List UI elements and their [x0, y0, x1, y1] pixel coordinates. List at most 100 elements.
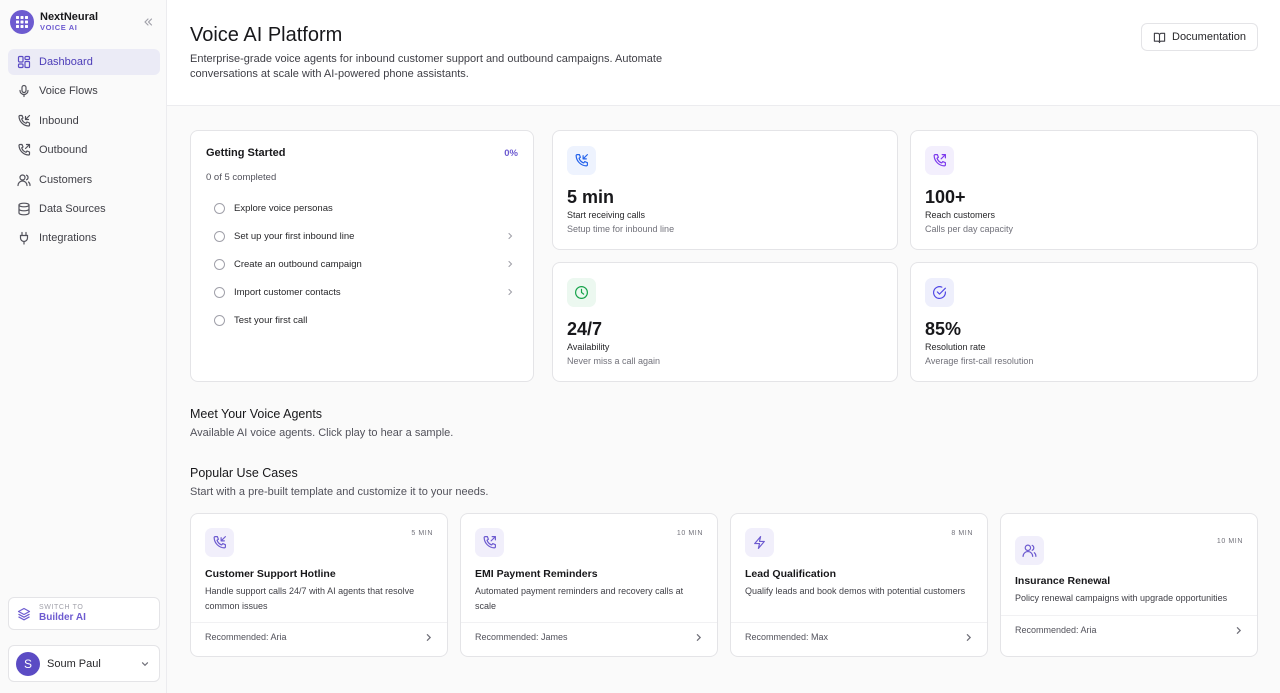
- checkbox-circle-icon: [214, 286, 225, 298]
- grid-logo-icon: [10, 10, 34, 34]
- switch-target: Builder AI: [39, 612, 86, 623]
- sidebar-item-label: Customers: [39, 173, 93, 186]
- main-content: Voice AI Platform Enterprise-grade voice…: [167, 0, 1280, 693]
- book-icon: [1153, 31, 1166, 44]
- sidebar-item-voice-flows[interactable]: Voice Flows: [8, 78, 160, 104]
- getting-started-percent: 0%: [504, 148, 518, 159]
- checklist: Explore voice personas Set up your first…: [214, 194, 514, 334]
- phone-incoming-icon: [205, 528, 234, 557]
- plug-icon: [17, 231, 31, 245]
- checkbox-circle-icon: [214, 202, 225, 214]
- duration-badge: 8 MIN: [951, 530, 973, 537]
- chevron-right-icon: [424, 633, 433, 642]
- duration-badge: 10 MIN: [676, 530, 703, 537]
- stat-label: Start receiving calls: [567, 210, 646, 220]
- checklist-item[interactable]: Create an outbound campaign: [214, 250, 514, 278]
- checklist-item[interactable]: Explore voice personas: [214, 194, 514, 222]
- checklist-item-label: Explore voice personas: [234, 202, 333, 214]
- divider: [461, 622, 717, 623]
- stat-value: 100+: [925, 187, 966, 207]
- page-description: Enterprise-grade voice agents for inboun…: [190, 53, 663, 80]
- sidebar-item-outbound[interactable]: Outbound: [8, 137, 160, 163]
- recommended-agent: Recommended: Aria: [1015, 625, 1097, 635]
- checkbox-circle-icon: [214, 314, 225, 326]
- use-case-title: EMI Payment Reminders: [475, 568, 598, 580]
- check-circle-icon: [925, 278, 954, 307]
- collapse-sidebar-icon[interactable]: [141, 15, 155, 29]
- use-case-card[interactable]: 10 MIN Insurance Renewal Policy renewal …: [1000, 513, 1258, 657]
- chevron-right-icon: [506, 232, 514, 240]
- database-icon: [17, 202, 31, 216]
- stat-card-capacity: 100+ Reach customers Calls per day capac…: [910, 130, 1258, 250]
- stat-subtext: Calls per day capacity: [925, 224, 1014, 234]
- stat-card-setup-time: 5 min Start receiving calls Setup time f…: [552, 130, 898, 250]
- mic-icon: [17, 84, 31, 98]
- divider: [191, 622, 447, 623]
- brand-subtitle: VOICE AI: [40, 23, 78, 32]
- getting-started-card: Getting Started 0% 0 of 5 completed Expl…: [190, 130, 534, 382]
- sidebar-nav: Dashboard Voice Flows Inbound Outbound C…: [8, 49, 160, 255]
- getting-started-progress: 0 of 5 completed: [206, 172, 277, 183]
- checkbox-circle-icon: [214, 230, 225, 242]
- sidebar-item-dashboard[interactable]: Dashboard: [8, 49, 160, 75]
- section-title-agents: Meet Your Voice Agents: [190, 407, 323, 421]
- sidebar-item-label: Voice Flows: [39, 85, 98, 98]
- stat-subtext: Never miss a call again: [567, 356, 661, 366]
- getting-started-title: Getting Started: [206, 147, 286, 159]
- avatar: S: [16, 651, 40, 676]
- sidebar-item-label: Inbound: [39, 114, 79, 127]
- stat-card-availability: 24/7 Availability Never miss a call agai…: [552, 262, 898, 382]
- section-subtitle-agents: Available AI voice agents. Click play to…: [190, 427, 454, 439]
- use-case-title: Customer Support Hotline: [205, 568, 336, 580]
- checklist-item[interactable]: Set up your first inbound line: [214, 222, 514, 250]
- checklist-item[interactable]: Test your first call: [214, 306, 514, 334]
- section-title-use-cases: Popular Use Cases: [190, 466, 298, 480]
- stat-label: Availability: [567, 342, 610, 352]
- use-case-description: Policy renewal campaigns with upgrade op…: [1015, 593, 1228, 603]
- duration-badge: 10 MIN: [1216, 538, 1243, 545]
- grid-icon: [17, 55, 31, 69]
- switch-product-button[interactable]: SWITCH TO Builder AI: [8, 597, 160, 630]
- phone-incoming-icon: [17, 114, 31, 128]
- chevron-down-icon: [139, 658, 151, 670]
- sidebar-item-label: Integrations: [39, 232, 97, 245]
- sidebar-item-inbound[interactable]: Inbound: [8, 108, 160, 134]
- user-menu[interactable]: S Soum Paul: [8, 645, 160, 682]
- sidebar-item-data-sources[interactable]: Data Sources: [8, 196, 160, 222]
- sidebar-item-customers[interactable]: Customers: [8, 167, 160, 193]
- use-case-card[interactable]: 8 MIN Lead Qualification Qualify leads a…: [730, 513, 988, 657]
- brand[interactable]: NextNeural VOICE AI: [10, 10, 98, 34]
- sidebar-item-integrations[interactable]: Integrations: [8, 225, 160, 251]
- checklist-item-label: Set up your first inbound line: [234, 230, 355, 242]
- use-case-card[interactable]: 5 MIN Customer Support Hotline Handle su…: [190, 513, 448, 657]
- user-name: Soum Paul: [47, 657, 101, 670]
- checkbox-circle-icon: [214, 258, 225, 270]
- use-case-description: Qualify leads and book demos with potent…: [745, 586, 966, 596]
- documentation-label: Documentation: [1172, 31, 1246, 43]
- stat-subtext: Setup time for inbound line: [567, 224, 675, 234]
- chevron-right-icon: [964, 633, 973, 642]
- use-case-card[interactable]: 10 MIN EMI Payment Reminders Automated p…: [460, 513, 718, 657]
- divider: [1001, 615, 1257, 616]
- stat-value: 24/7: [567, 319, 603, 339]
- chevron-right-icon: [506, 288, 514, 296]
- sidebar-item-label: Data Sources: [39, 202, 106, 215]
- page-header: Voice AI Platform Enterprise-grade voice…: [167, 0, 1280, 106]
- checklist-item-label: Test your first call: [234, 314, 308, 326]
- use-case-title: Lead Qualification: [745, 568, 837, 580]
- recommended-agent: Recommended: Max: [745, 632, 829, 642]
- clock-icon: [567, 278, 596, 307]
- sidebar-item-label: Dashboard: [39, 56, 93, 68]
- page-title: Voice AI Platform: [190, 24, 343, 46]
- phone-incoming-icon: [567, 146, 596, 175]
- phone-outgoing-icon: [925, 146, 954, 175]
- documentation-button[interactable]: Documentation: [1141, 23, 1258, 51]
- users-icon: [17, 173, 31, 187]
- chevron-right-icon: [694, 633, 703, 642]
- checklist-item[interactable]: Import customer contacts: [214, 278, 514, 306]
- checklist-item-label: Create an outbound campaign: [234, 258, 362, 270]
- duration-badge: 5 MIN: [411, 530, 433, 537]
- divider: [731, 622, 987, 623]
- recommended-agent: Recommended: Aria: [205, 632, 287, 642]
- stat-value: 5 min: [567, 187, 615, 207]
